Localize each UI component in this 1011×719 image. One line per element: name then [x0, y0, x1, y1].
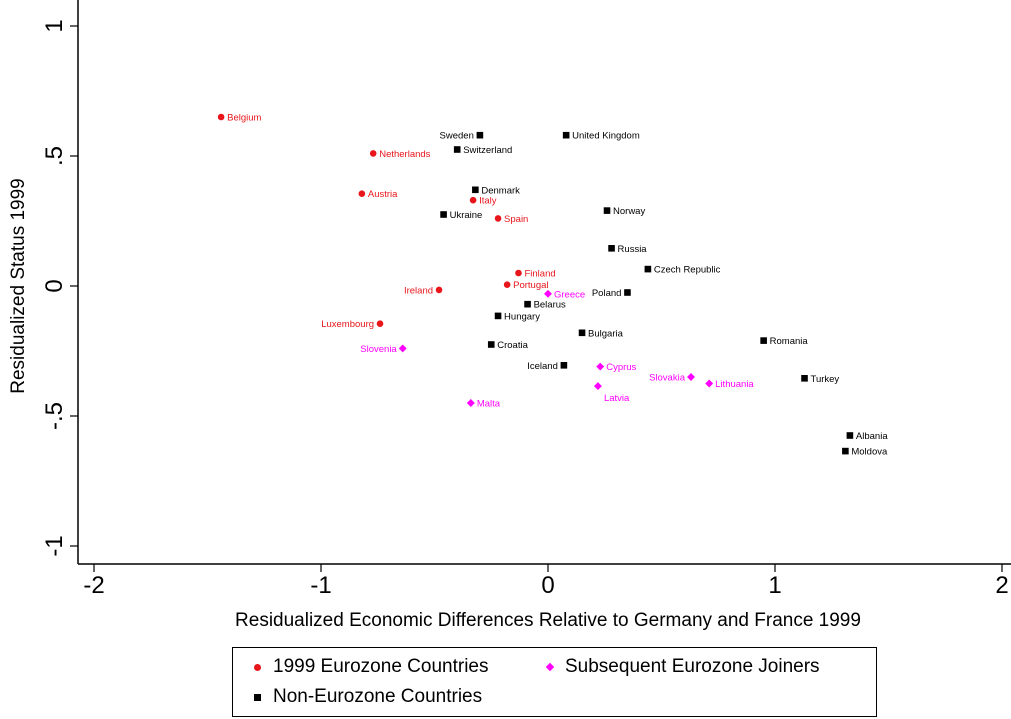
point-label: Portugal — [513, 280, 548, 291]
scatter-chart: -2 -1 0 1 2 -1 -.5 0 .5 1 Belgium Netherlands Austr… — [8, 0, 1011, 631]
data-point — [472, 186, 479, 194]
point-label: United Kingdom — [572, 131, 640, 142]
data-point — [515, 269, 522, 277]
point-label: Poland — [592, 288, 622, 299]
data-point — [801, 375, 808, 382]
data-point — [369, 150, 377, 157]
plot-area — [78, 0, 1010, 564]
y-tick-label: -1 — [41, 535, 68, 556]
point-label: Belgium — [227, 113, 261, 124]
data-marks: Belgium Netherlands Austria Italy Spain Finla… — [217, 113, 888, 458]
point-label: Netherlands — [379, 149, 430, 160]
data-point — [494, 312, 502, 320]
data-point — [398, 344, 407, 353]
data-point — [435, 286, 443, 294]
point-label: Slovenia — [360, 344, 397, 355]
legend-label: 1999 Eurozone Countries — [273, 656, 489, 677]
data-point — [476, 131, 484, 139]
point-label: Moldova — [851, 447, 888, 458]
data-point — [562, 131, 570, 139]
data-point — [487, 341, 495, 348]
legend-label: Non-Eurozone Countries — [273, 686, 483, 707]
data-point — [624, 289, 631, 296]
point-label: Sweden — [440, 131, 474, 142]
data-point — [453, 146, 461, 153]
point-label: Croatia — [497, 340, 528, 351]
data-point — [846, 432, 854, 439]
data-point — [524, 300, 531, 308]
x-tick-label: 2 — [995, 572, 1008, 599]
point-label: Iceland — [527, 361, 558, 372]
data-point — [503, 281, 511, 289]
x-tick-label: 0 — [541, 572, 554, 599]
y-axis-title: Residualized Status 1999 — [8, 178, 29, 393]
y-tick-label: 0 — [41, 279, 68, 292]
data-point — [376, 320, 384, 328]
point-label: Italy — [479, 196, 497, 207]
y-tick-label: 1 — [41, 19, 68, 32]
y-tick-label: -.5 — [41, 402, 68, 430]
point-label: Spain — [504, 214, 528, 225]
point-label: Belarus — [534, 300, 566, 311]
point-label: Malta — [477, 399, 501, 410]
point-label: Russia — [618, 244, 648, 255]
data-point — [494, 215, 502, 222]
data-point — [560, 362, 568, 369]
point-label: Bulgaria — [588, 328, 624, 339]
point-label: Slovakia — [649, 373, 686, 384]
data-point — [842, 447, 849, 455]
point-label: Ukraine — [450, 210, 483, 221]
point-label: Lithuania — [715, 379, 754, 390]
data-point — [358, 190, 366, 197]
data-point — [466, 399, 475, 407]
x-tick-label: 1 — [768, 572, 781, 599]
point-label: Finland — [524, 269, 555, 280]
diamond-marker-icon — [545, 662, 555, 672]
point-label: Ireland — [404, 285, 433, 296]
square-marker-icon — [254, 693, 261, 701]
circle-marker-icon — [254, 663, 261, 671]
data-point — [596, 362, 605, 371]
legend-item-subsequent-joiners: Subsequent Eurozone Joiners — [545, 656, 820, 678]
data-point — [440, 211, 447, 218]
data-point — [644, 265, 652, 273]
data-point — [608, 245, 615, 252]
point-label: Denmark — [481, 185, 520, 196]
legend-item-1999-eurozone: 1999 Eurozone Countries — [254, 656, 488, 678]
x-axis-title: Residualized Economic Differences Relati… — [235, 610, 861, 631]
point-label: Norway — [613, 206, 645, 217]
point-label: Luxembourg — [321, 319, 374, 330]
point-label: Greece — [554, 289, 585, 300]
data-point — [760, 337, 767, 344]
y-tick-label: .5 — [41, 146, 68, 166]
legend-label: Subsequent Eurozone Joiners — [565, 656, 820, 677]
data-point — [469, 196, 477, 204]
point-label: Turkey — [811, 374, 840, 385]
point-label: Switzerland — [463, 145, 512, 156]
point-label: Czech Republic — [654, 265, 721, 276]
point-label: Austria — [368, 189, 398, 200]
x-tick-label: -2 — [83, 572, 104, 599]
axes: -2 -1 0 1 2 -1 -.5 0 .5 1 — [41, 0, 1011, 599]
data-point — [578, 329, 586, 337]
point-label: Albania — [856, 431, 888, 442]
point-label: Cyprus — [606, 362, 636, 373]
x-tick-label: -1 — [310, 572, 331, 599]
legend-item-non-eurozone: Non-Eurozone Countries — [254, 686, 482, 708]
data-point — [217, 113, 225, 121]
legend: 1999 Eurozone Countries Subsequent Euroz… — [232, 647, 877, 717]
point-label: Latvia — [604, 393, 630, 404]
point-label: Hungary — [504, 311, 540, 322]
point-label: Romania — [770, 336, 809, 347]
data-point — [593, 382, 602, 391]
data-point — [603, 207, 611, 214]
